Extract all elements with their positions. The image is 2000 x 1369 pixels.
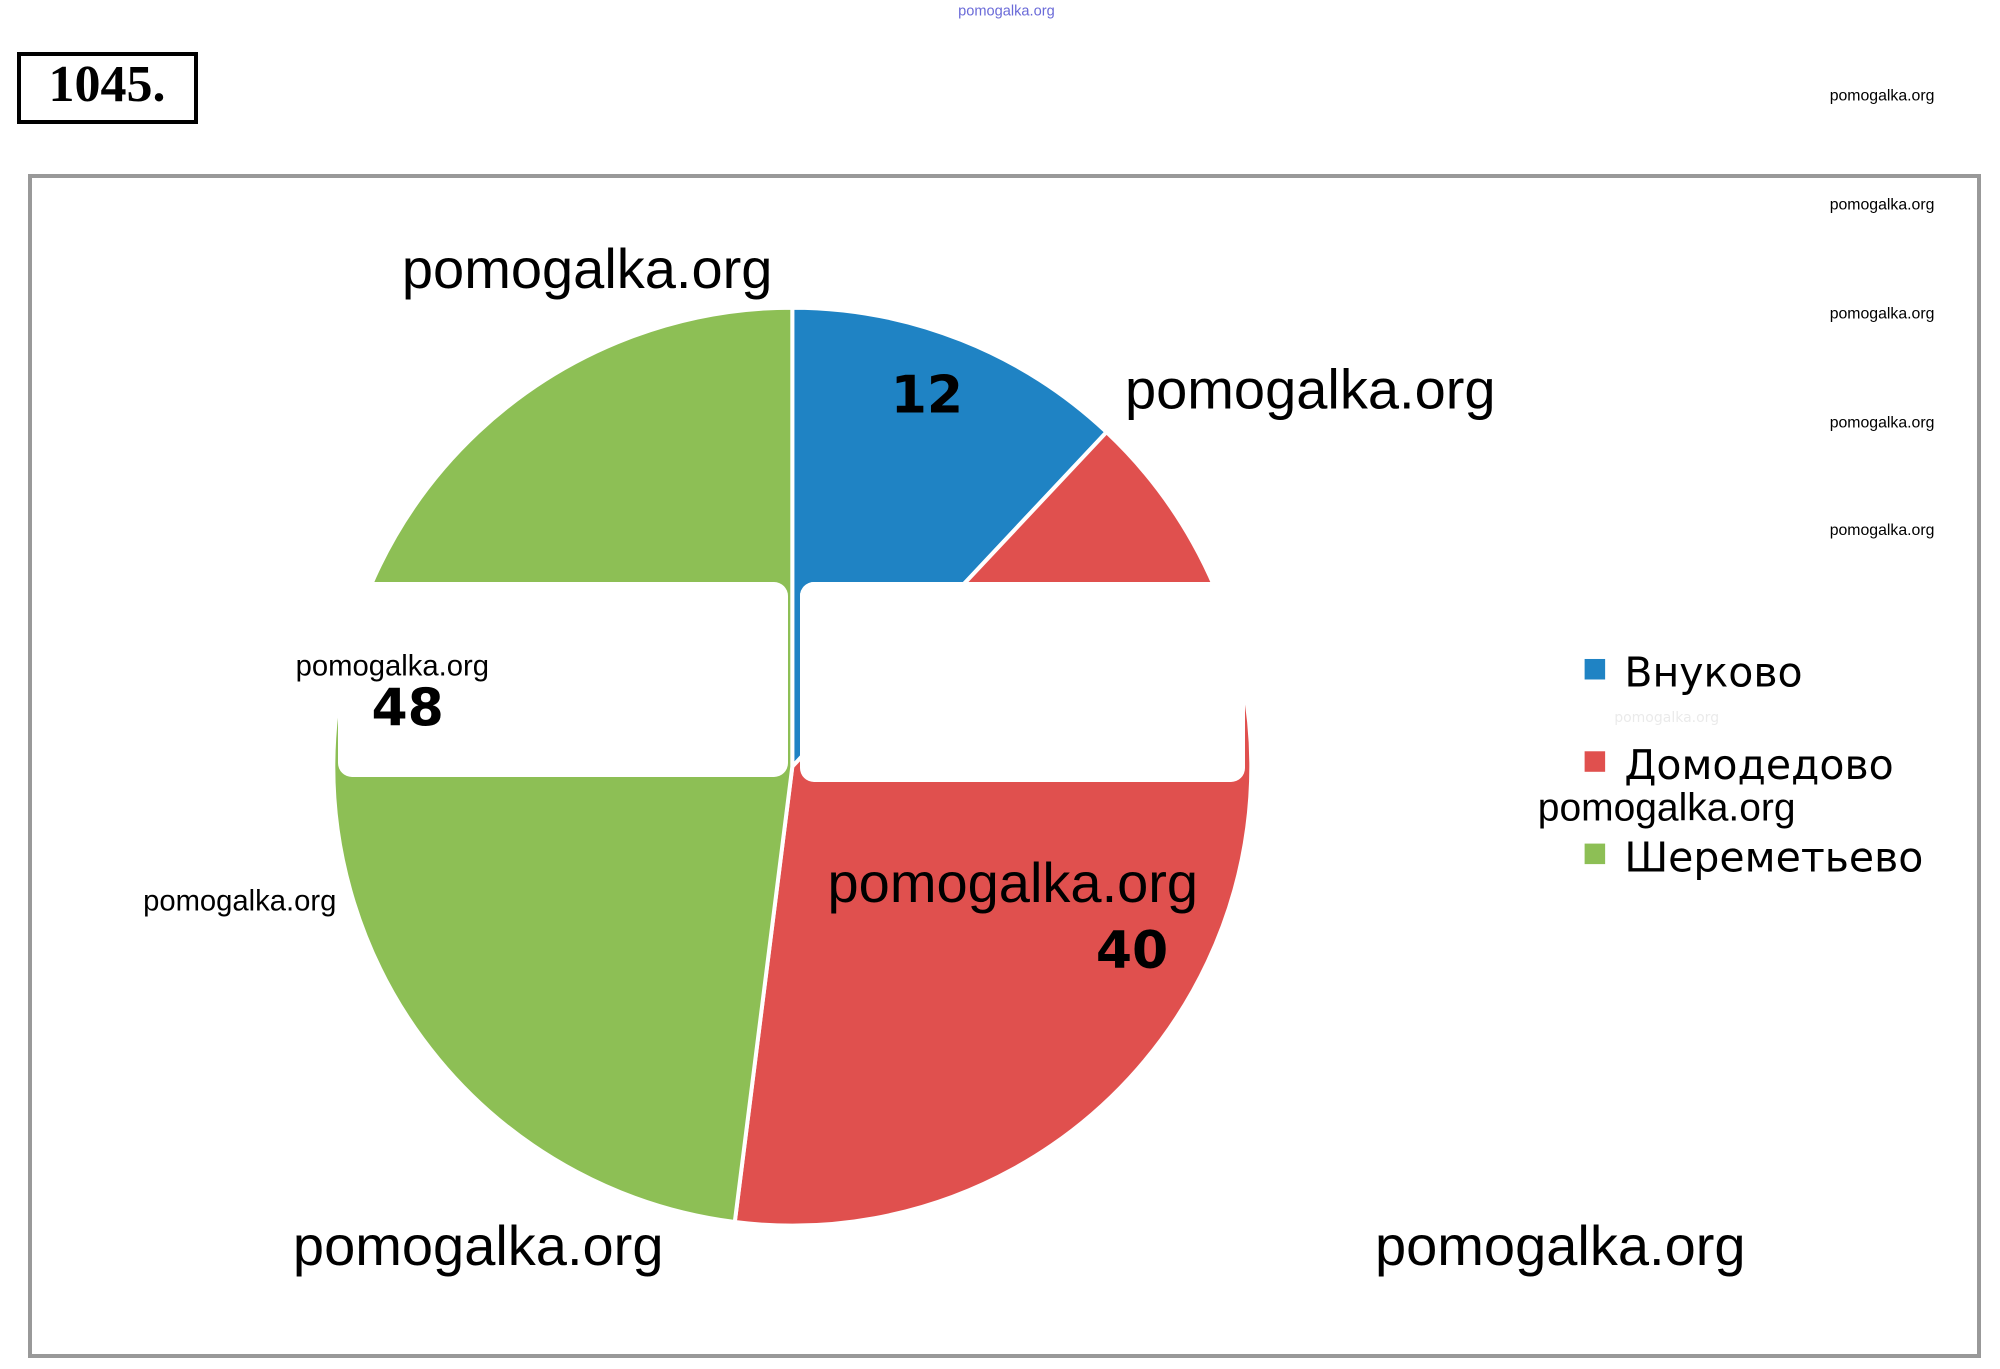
watermark: pomogalka.org <box>1125 357 1496 420</box>
chart-frame <box>28 174 1981 1358</box>
watermark: pomogalka.org <box>1538 787 1796 830</box>
watermark: pomogalka.org <box>293 1214 664 1277</box>
chart-title: 1045. <box>49 56 166 113</box>
watermark: pomogalka.org <box>1375 1214 1746 1277</box>
data-label: 12 <box>891 366 963 426</box>
watermark: pomogalka.org <box>1830 87 1935 104</box>
watermark: pomogalka.org <box>143 885 336 917</box>
legend-label: Домодедово <box>1624 741 1893 789</box>
watermark: pomogalka.org <box>1830 414 1935 431</box>
legend-swatch <box>1584 751 1606 772</box>
watermark: pomogalka.org <box>958 3 1055 19</box>
legend-label: Внуково <box>1624 649 1802 697</box>
watermark: pomogalka.org <box>402 237 773 300</box>
watermark: pomogalka.org <box>296 651 489 683</box>
watermark: pomogalka.org <box>828 851 1199 914</box>
watermark: pomogalka.org <box>1614 710 1719 726</box>
data-label: 40 <box>1096 921 1168 981</box>
title-box <box>17 52 198 124</box>
watermark: pomogalka.org <box>1830 305 1935 322</box>
blotch <box>338 582 788 777</box>
legend-label: Шереметьево <box>1624 833 1923 881</box>
legend-swatch <box>1584 658 1606 680</box>
watermark: pomogalka.org <box>1830 196 1935 213</box>
blotch <box>800 582 935 652</box>
overlay: 124048ВнуковоДомодедовоШереметьевоpomoga… <box>143 3 1934 1276</box>
watermark: pomogalka.org <box>1830 522 1935 539</box>
data-label: 48 <box>372 679 444 739</box>
legend-swatch <box>1584 843 1606 865</box>
